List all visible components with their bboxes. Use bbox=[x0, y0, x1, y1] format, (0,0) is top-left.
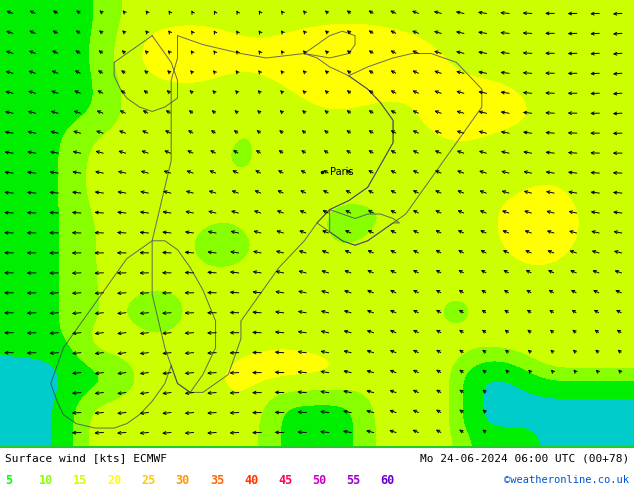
Text: 5: 5 bbox=[5, 474, 12, 487]
Text: 25: 25 bbox=[141, 474, 156, 487]
Text: 50: 50 bbox=[312, 474, 327, 487]
Text: 55: 55 bbox=[346, 474, 361, 487]
Text: 60: 60 bbox=[380, 474, 394, 487]
Text: Mo 24-06-2024 06:00 UTC (00+78): Mo 24-06-2024 06:00 UTC (00+78) bbox=[420, 453, 629, 463]
Text: 20: 20 bbox=[107, 474, 122, 487]
Text: 10: 10 bbox=[39, 474, 53, 487]
Text: 45: 45 bbox=[278, 474, 292, 487]
Text: 30: 30 bbox=[176, 474, 190, 487]
Text: 15: 15 bbox=[74, 474, 87, 487]
Text: Paris: Paris bbox=[330, 167, 353, 177]
Text: 40: 40 bbox=[244, 474, 258, 487]
Text: Surface wind [kts] ECMWF: Surface wind [kts] ECMWF bbox=[5, 453, 167, 463]
Text: 35: 35 bbox=[210, 474, 224, 487]
Text: ©weatheronline.co.uk: ©weatheronline.co.uk bbox=[504, 475, 629, 485]
